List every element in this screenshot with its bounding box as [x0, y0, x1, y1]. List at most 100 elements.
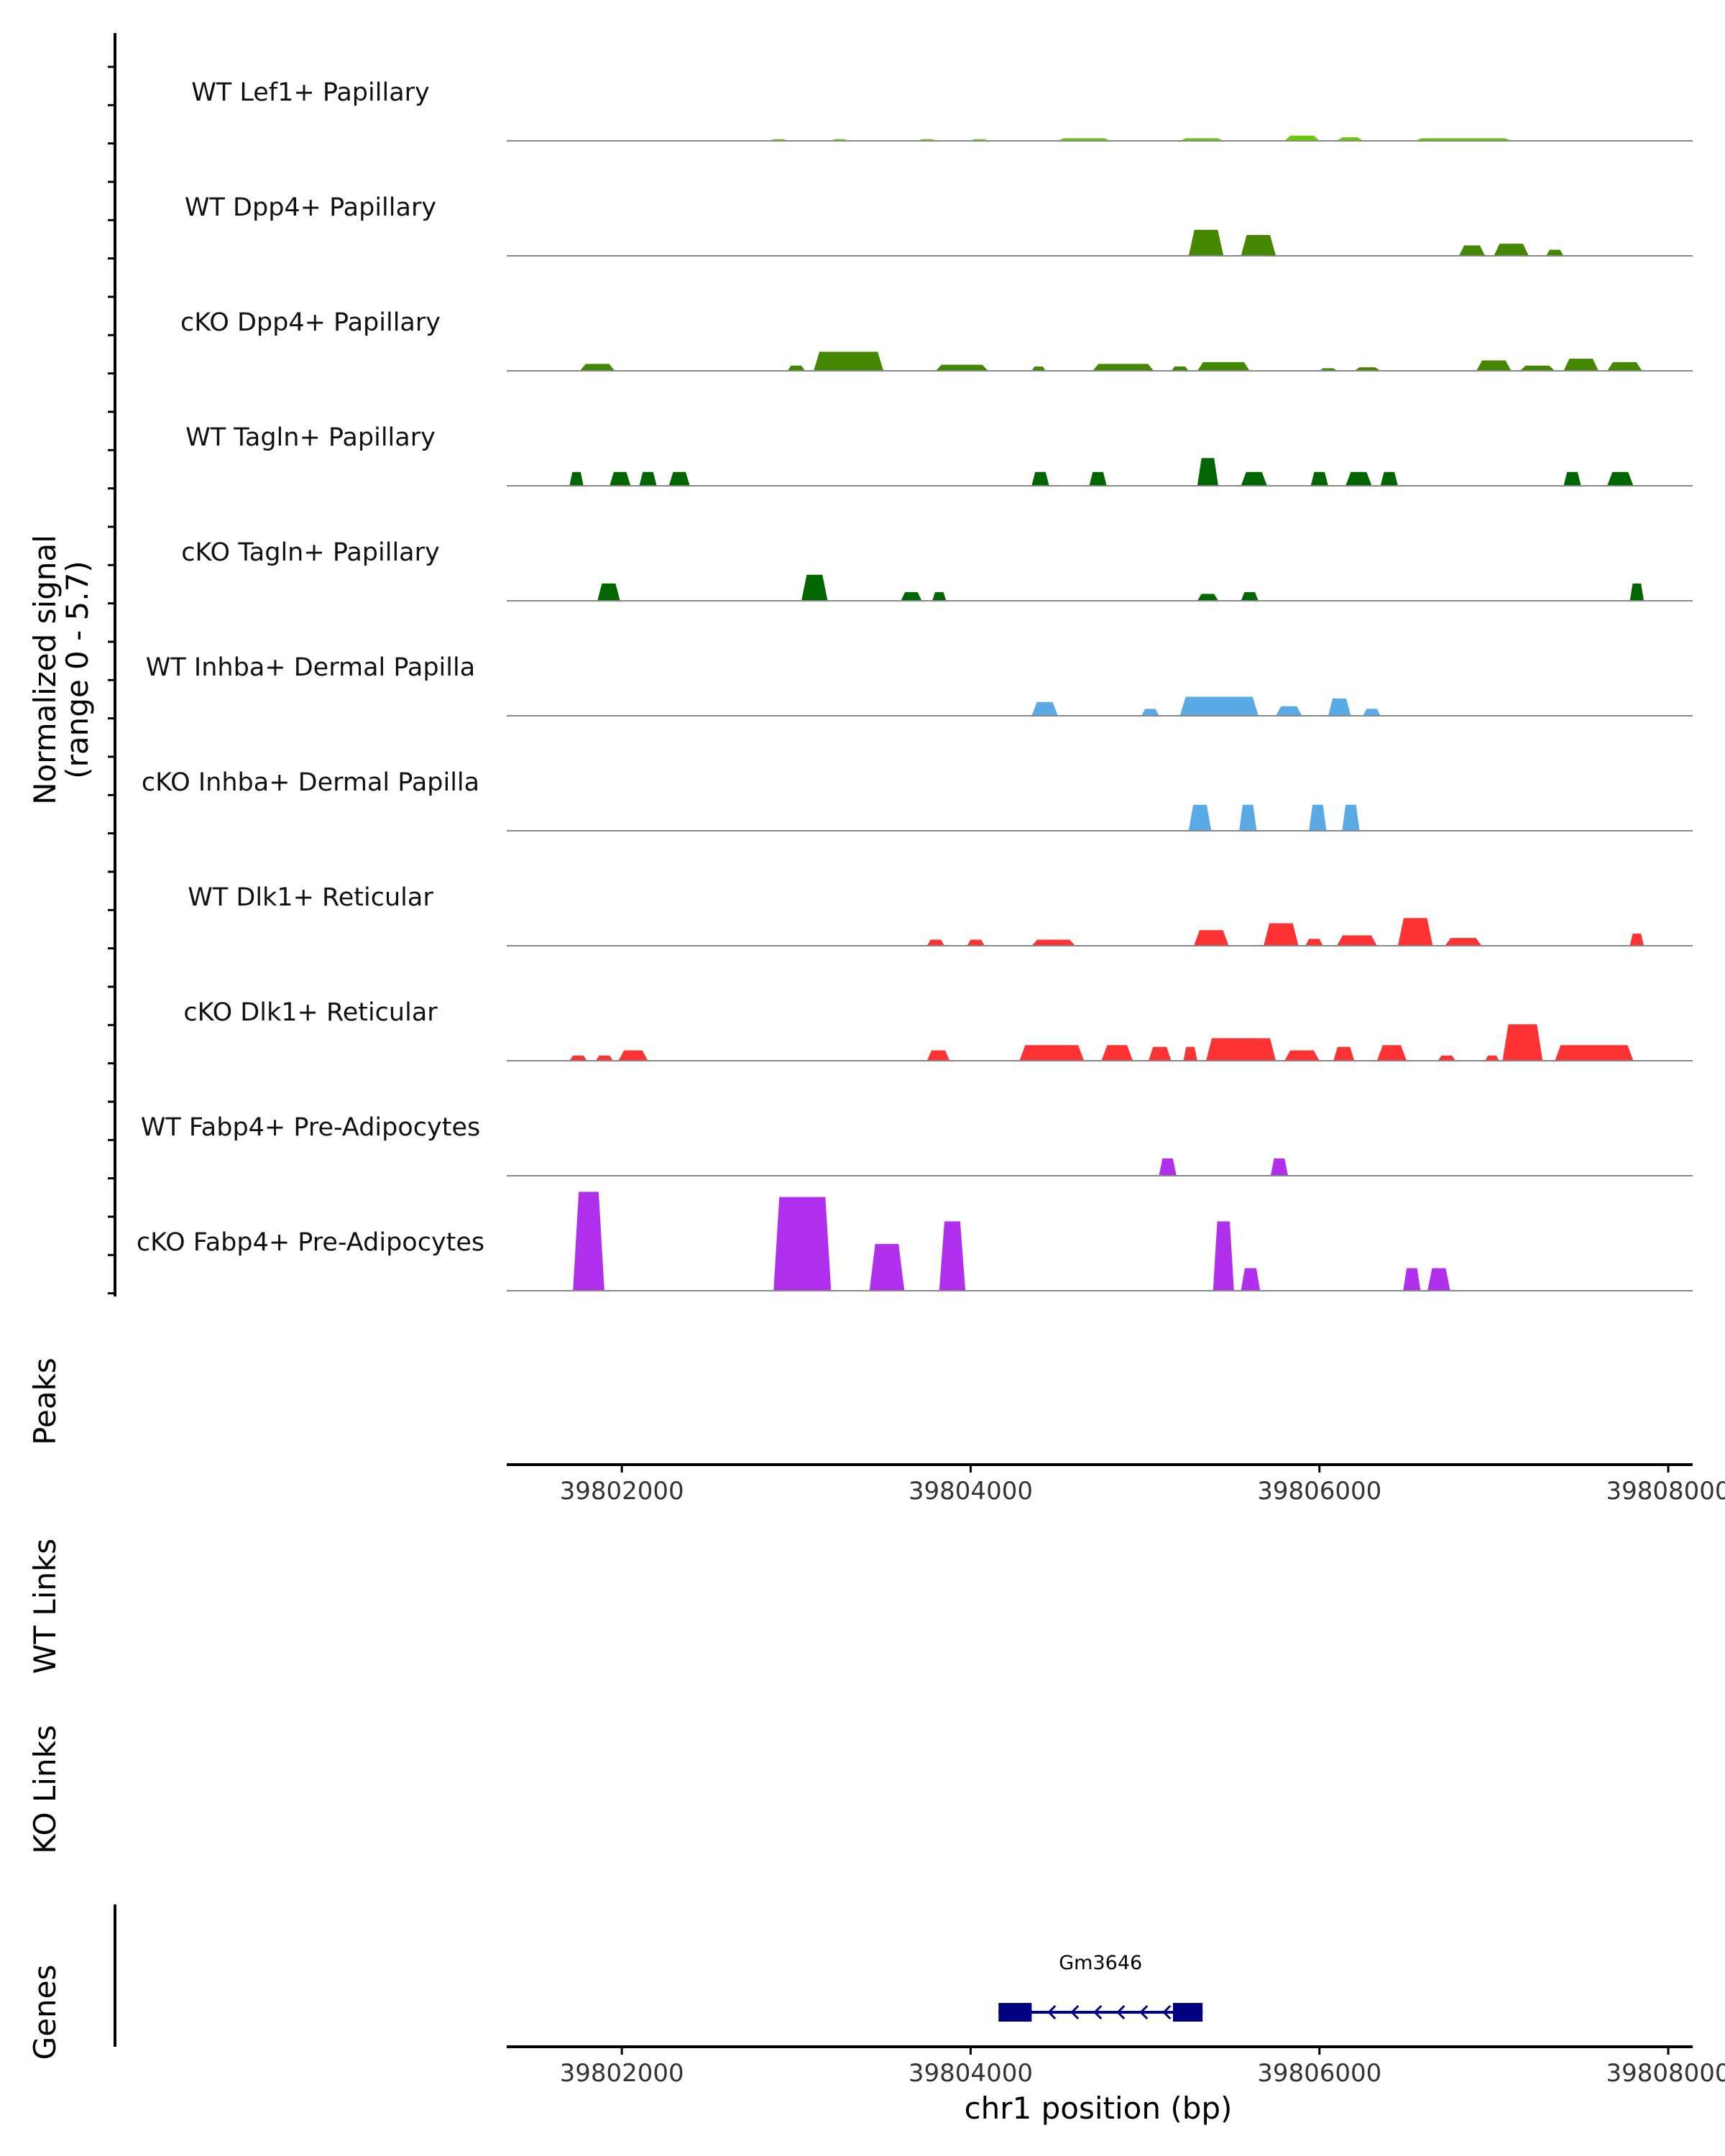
signal-peak [1270, 1158, 1289, 1176]
signal-peak [1607, 471, 1634, 486]
signal-peak [1183, 1046, 1197, 1061]
signal-peak [967, 939, 985, 946]
track-label: WT Dlk1+ Reticular [188, 883, 433, 912]
gene-exon [1172, 2003, 1203, 2022]
x-axis-peaks: 39802000 39804000 39806000 39808000 [507, 1463, 1725, 1506]
track-label: WT Tagln+ Papillary [185, 423, 436, 452]
signal-peak [1276, 706, 1302, 716]
x-tick-label: 39808000 [1606, 2059, 1725, 2088]
signal-peak [1031, 366, 1046, 371]
gene-name-label: Gm3646 [1059, 1952, 1142, 1974]
signal-peak [773, 1197, 832, 1291]
signal-peak [1264, 923, 1299, 946]
track-label: WT Fabp4+ Pre-Adipocytes [141, 1113, 480, 1142]
peaks-track-label: Peaks [27, 1358, 63, 1445]
signal-peak [1485, 1055, 1499, 1061]
signal-peak [1194, 930, 1229, 946]
track-5: cKO Tagln+ Papillary [181, 538, 1693, 602]
signal-peak [1342, 804, 1360, 831]
signal-peak [1309, 804, 1327, 831]
signal-peak [1519, 365, 1555, 371]
signal-peak [1171, 366, 1189, 371]
signal-peak [1563, 471, 1581, 486]
track-7: cKO Inhba+ Dermal Papilla [142, 768, 1693, 831]
signal-peak [1494, 244, 1529, 256]
ko-links-track-label: KO Links [27, 1725, 63, 1854]
signal-peak [610, 471, 631, 486]
x-tick-label: 39806000 [1257, 1477, 1381, 1506]
signal-peak [1239, 804, 1257, 831]
signal-peak [1241, 591, 1259, 601]
x-axis-title: chr1 position (bp) [965, 2091, 1233, 2126]
y-axis-title: Normalized signal [27, 535, 63, 805]
track-label: WT Lef1+ Papillary [191, 78, 430, 107]
signal-peak [1284, 135, 1320, 141]
signal-peak [668, 471, 690, 486]
signal-peak [926, 939, 945, 946]
signal-peak [1476, 360, 1512, 371]
signal-peak [1101, 1045, 1133, 1061]
track-8: WT Dlk1+ Reticular [188, 883, 1693, 946]
signal-peak [1197, 594, 1218, 601]
track-label: WT Inhba+ Dermal Papilla [146, 653, 475, 682]
signal-peak [1403, 1268, 1421, 1291]
signal-peak [1555, 1045, 1634, 1061]
signal-peak [1458, 245, 1486, 256]
signal-peak [1241, 235, 1276, 256]
signal-peak [1363, 709, 1381, 716]
signal-peak [1328, 698, 1351, 716]
signal-peak [569, 471, 584, 486]
signal-peak [1354, 367, 1381, 371]
x-tick-label: 39808000 [1606, 1477, 1725, 1506]
x-tick-label: 39802000 [560, 1477, 684, 1506]
x-tick-label: 39804000 [908, 1477, 1033, 1506]
coverage-tracks: WT Lef1+ Papillary WT Dpp4+ Papillary cKO … [137, 78, 1693, 1291]
signal-peak [569, 1055, 587, 1061]
signal-peak [1188, 229, 1224, 256]
signal-peak [1284, 1050, 1320, 1061]
signal-peak [639, 471, 657, 486]
signal-peak [1337, 137, 1363, 141]
signal-peak [801, 574, 828, 601]
signal-peak [1438, 1055, 1455, 1061]
signal-peak [1305, 939, 1323, 946]
track-label: cKO Dpp4+ Papillary [180, 308, 441, 337]
signal-peak [932, 591, 947, 601]
signal-peak [1563, 359, 1598, 371]
track-3: cKO Dpp4+ Papillary [180, 308, 1693, 372]
signal-peak [1089, 471, 1107, 486]
signal-peak [869, 1243, 905, 1291]
signal-peak [595, 1055, 614, 1061]
signal-peak [939, 1221, 966, 1291]
signal-peak [1333, 1046, 1355, 1061]
x-tick-label: 39804000 [908, 2059, 1033, 2088]
signal-peak [573, 1192, 604, 1291]
signal-peak [1197, 361, 1250, 371]
track-6: WT Inhba+ Dermal Papilla [146, 653, 1693, 717]
genes-track-label: Genes [27, 1965, 63, 2060]
signal-peak [1546, 249, 1564, 256]
gene-exon [998, 2003, 1032, 2022]
signal-peak [1607, 361, 1642, 371]
signal-peak [1241, 471, 1267, 486]
gene-track: Gm3646 [998, 1952, 1203, 2022]
track-label: cKO Inhba+ Dermal Papilla [142, 768, 479, 797]
x-tick-label: 39806000 [1257, 2059, 1381, 2088]
signal-peak [1241, 1268, 1261, 1291]
track-label: cKO Fabp4+ Pre-Adipocytes [137, 1228, 484, 1257]
signal-peak [1159, 1158, 1177, 1176]
strand-arrow [1116, 2004, 1126, 2020]
signal-peak [1148, 1046, 1172, 1061]
strand-arrow [1070, 2004, 1080, 2020]
strand-arrow [1093, 2004, 1103, 2020]
signal-peak [1031, 471, 1049, 486]
signal-peak [618, 1050, 648, 1061]
signal-peak [901, 591, 922, 601]
track-11: cKO Fabp4+ Pre-Adipocytes [137, 1192, 1693, 1291]
signal-peak [814, 351, 884, 371]
signal-peak [1397, 918, 1433, 946]
signal-peak [1213, 1221, 1234, 1291]
y-axis-subtitle: (range 0 - 5.7) [60, 561, 95, 779]
track-4: WT Tagln+ Papillary [185, 423, 1693, 487]
